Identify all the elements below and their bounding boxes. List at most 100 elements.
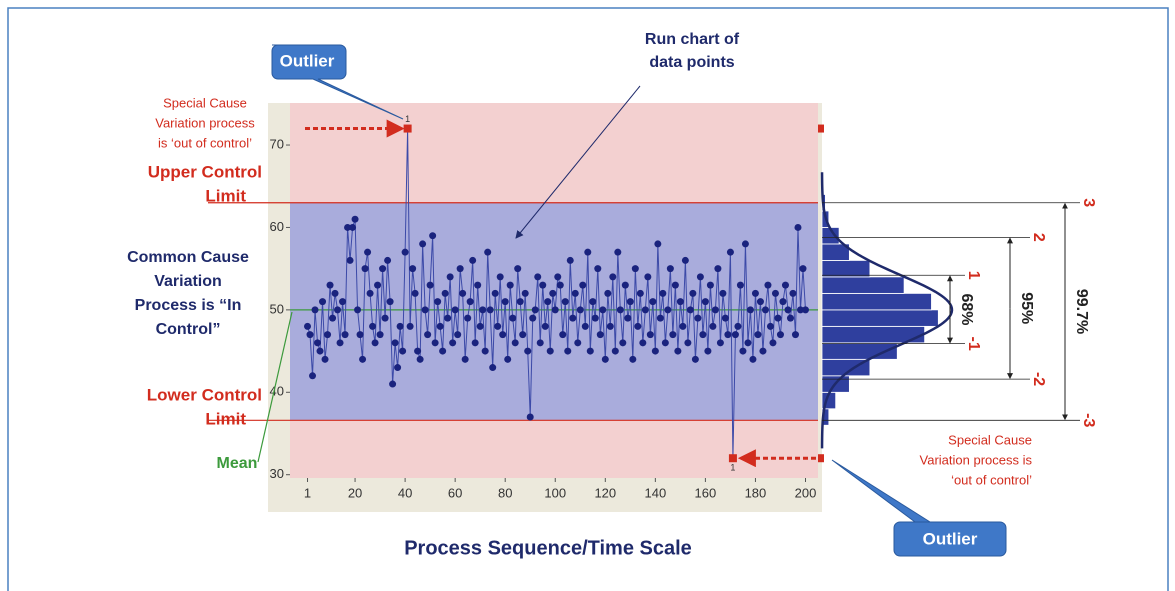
x-tick-label: 20 bbox=[348, 485, 362, 500]
data-point bbox=[726, 248, 734, 256]
data-point bbox=[611, 347, 619, 355]
annotation: Common Cause bbox=[127, 249, 249, 266]
data-point bbox=[511, 339, 519, 347]
data-point bbox=[411, 289, 419, 297]
data-point bbox=[736, 281, 744, 289]
data-point bbox=[461, 355, 469, 363]
data-point bbox=[669, 331, 677, 339]
data-point bbox=[659, 289, 667, 297]
data-point bbox=[539, 281, 547, 289]
data-point bbox=[761, 306, 769, 314]
y-tick-label: 60 bbox=[270, 219, 284, 234]
histogram-bar bbox=[821, 309, 939, 327]
data-point bbox=[319, 298, 327, 306]
x-tick-label: 140 bbox=[644, 485, 666, 500]
data-point bbox=[406, 322, 414, 330]
annotation: Control” bbox=[156, 321, 221, 338]
data-point bbox=[796, 306, 804, 314]
data-point bbox=[646, 331, 654, 339]
data-point bbox=[616, 306, 624, 314]
data-point bbox=[389, 380, 397, 388]
x-tick-label: 160 bbox=[695, 485, 717, 500]
annotation: Lower Control bbox=[147, 385, 262, 404]
data-point bbox=[624, 314, 632, 322]
data-point bbox=[621, 281, 629, 289]
data-point bbox=[449, 339, 457, 347]
annotation: Mean bbox=[217, 455, 258, 472]
data-point bbox=[431, 339, 439, 347]
data-point bbox=[759, 347, 767, 355]
annotation: Limit bbox=[205, 186, 246, 205]
data-point bbox=[699, 331, 707, 339]
data-point bbox=[614, 248, 622, 256]
data-point bbox=[586, 347, 594, 355]
data-point bbox=[499, 331, 507, 339]
data-point bbox=[636, 289, 644, 297]
data-point bbox=[506, 281, 514, 289]
data-point bbox=[436, 322, 444, 330]
data-point bbox=[706, 281, 714, 289]
data-point bbox=[426, 281, 434, 289]
data-point bbox=[314, 339, 322, 347]
data-point bbox=[626, 298, 634, 306]
data-point bbox=[724, 331, 732, 339]
range-label: 68% bbox=[958, 293, 975, 325]
data-point bbox=[709, 322, 717, 330]
outlier-point bbox=[403, 124, 412, 133]
x-tick-label: 60 bbox=[448, 485, 462, 500]
data-point bbox=[309, 372, 317, 380]
data-point bbox=[694, 314, 702, 322]
data-point bbox=[329, 314, 337, 322]
data-point bbox=[331, 289, 339, 297]
data-point bbox=[596, 331, 604, 339]
data-point bbox=[344, 223, 352, 231]
data-point bbox=[486, 306, 494, 314]
data-point bbox=[664, 306, 672, 314]
outlier-point bbox=[728, 454, 737, 463]
data-point bbox=[704, 347, 712, 355]
data-point bbox=[711, 306, 719, 314]
data-point bbox=[746, 306, 754, 314]
data-point bbox=[769, 339, 777, 347]
annotation: Variation process bbox=[155, 115, 255, 130]
data-point bbox=[594, 265, 602, 273]
outlier-projection bbox=[818, 124, 824, 133]
data-point bbox=[784, 306, 792, 314]
data-point bbox=[509, 314, 517, 322]
annotation: Upper Control bbox=[148, 162, 262, 181]
data-point bbox=[771, 289, 779, 297]
frame bbox=[7, 7, 1169, 591]
callout-text: Outlier bbox=[923, 529, 978, 548]
data-point bbox=[739, 347, 747, 355]
data-point bbox=[564, 347, 572, 355]
data-point bbox=[339, 298, 347, 306]
data-point bbox=[791, 331, 799, 339]
data-point bbox=[541, 322, 549, 330]
data-point bbox=[584, 248, 592, 256]
data-point bbox=[349, 223, 357, 231]
data-point bbox=[416, 355, 424, 363]
data-point bbox=[346, 256, 354, 264]
data-point bbox=[764, 281, 772, 289]
annotation: Special Cause bbox=[948, 432, 1032, 447]
data-point bbox=[521, 289, 529, 297]
annotation: Variation process is bbox=[920, 452, 1033, 467]
data-point bbox=[536, 339, 544, 347]
data-point bbox=[714, 265, 722, 273]
x-title: Process Sequence/Time Scale bbox=[404, 537, 692, 559]
annotation: Process is “In bbox=[135, 297, 242, 314]
data-point bbox=[391, 339, 399, 347]
data-point bbox=[324, 331, 332, 339]
data-point bbox=[776, 331, 784, 339]
data-point bbox=[551, 306, 559, 314]
data-point bbox=[446, 273, 454, 281]
data-point bbox=[681, 256, 689, 264]
data-point bbox=[561, 298, 569, 306]
outlier-label: 1 bbox=[730, 463, 735, 473]
data-point bbox=[701, 298, 709, 306]
x-tick-label: 40 bbox=[398, 485, 412, 500]
data-point bbox=[354, 306, 362, 314]
data-point bbox=[674, 347, 682, 355]
callout-text: Outlier bbox=[280, 51, 335, 70]
data-point bbox=[364, 248, 372, 256]
